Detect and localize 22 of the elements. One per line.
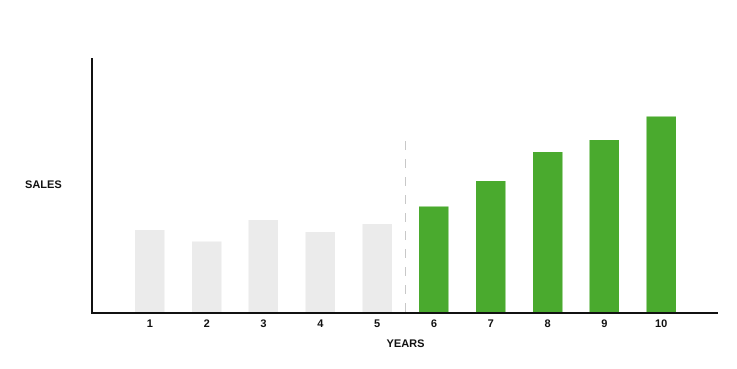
x-tick-label: 4	[317, 318, 324, 330]
bar	[476, 181, 506, 312]
bar	[362, 224, 392, 312]
x-tick-label: 3	[260, 318, 267, 330]
bar	[192, 242, 222, 312]
x-tick-label: 10	[655, 318, 668, 330]
x-tick-label: 7	[488, 318, 494, 330]
bar	[306, 232, 336, 312]
x-tick-label: 5	[374, 318, 380, 330]
bar	[248, 220, 278, 312]
bar	[590, 140, 620, 312]
x-tick-label: 1	[146, 318, 153, 330]
x-tick-label: 9	[601, 318, 608, 330]
x-tick-label: 8	[544, 318, 551, 330]
bar	[135, 230, 165, 312]
x-tick-label: 6	[430, 318, 437, 330]
bar	[419, 206, 449, 312]
y-axis-title: SALES	[25, 179, 62, 191]
bar	[532, 152, 562, 312]
x-axis-title: YEARS	[386, 338, 424, 350]
bar	[646, 116, 676, 312]
x-tick-label: 2	[204, 318, 210, 330]
